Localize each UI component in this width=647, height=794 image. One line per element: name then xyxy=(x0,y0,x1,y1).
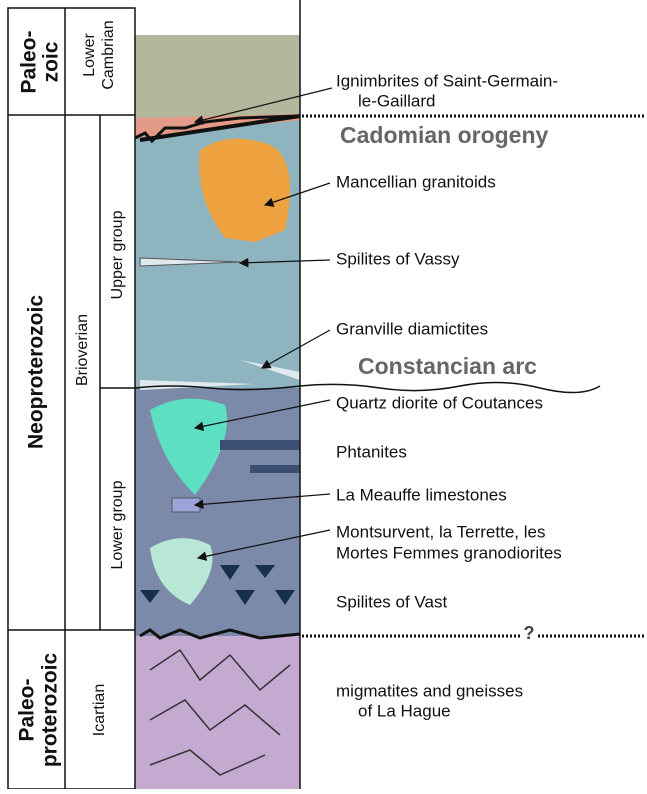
label: migmatites and gneisses xyxy=(336,681,523,700)
group: Upper group xyxy=(109,210,126,299)
event: Cadomian orogeny xyxy=(340,122,549,148)
label: Mortes Femmes granodiorites xyxy=(336,543,562,562)
era: Paleo- xyxy=(18,30,41,93)
unknown-mark: ? xyxy=(524,623,535,643)
era: zoic xyxy=(40,41,63,82)
frame xyxy=(7,0,645,790)
label: La Meauffe limestones xyxy=(336,485,507,504)
arrows xyxy=(193,87,333,561)
label: Spilites of Vassy xyxy=(336,249,460,268)
label: Granville diamictites xyxy=(336,319,488,338)
label: le-Gaillard xyxy=(358,91,435,110)
label: Montsurvent, la Terrette, les xyxy=(336,522,545,541)
label: Ignimbrites of Saint-Germain- xyxy=(336,71,558,90)
formation: Icartian xyxy=(91,684,108,736)
label: Spilites of Vast xyxy=(336,592,447,611)
label: Quartz diorite of Coutances xyxy=(336,393,543,412)
era: Neoproterozoic xyxy=(25,295,48,449)
label: Phtanites xyxy=(336,442,407,461)
group: Lower group xyxy=(109,480,126,569)
formation: Brioverian xyxy=(74,314,91,386)
era: Paleo- xyxy=(16,678,39,741)
formation: Cambrian xyxy=(100,20,117,89)
era: proterozoic xyxy=(39,653,62,768)
label: Mancellian granitoids xyxy=(336,172,496,191)
event: Constancian arc xyxy=(358,353,537,379)
strata xyxy=(134,35,601,789)
formation: Lower xyxy=(81,33,98,77)
label: of La Hague xyxy=(358,701,451,720)
